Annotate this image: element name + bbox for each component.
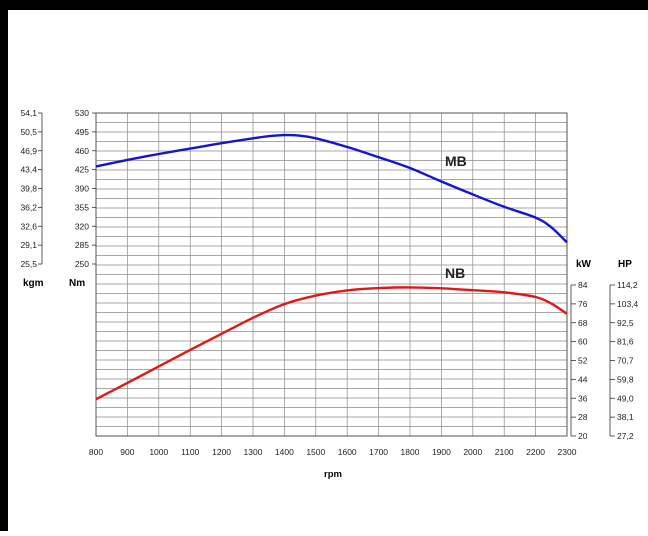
x-tick-label: 1800 (401, 447, 420, 457)
curves (96, 135, 567, 399)
kw-tick-label: 44 (578, 374, 588, 384)
x-tick-label: 1400 (275, 447, 294, 457)
hp-tick-label: 59,8 (617, 374, 634, 384)
nm-tick-label: 250 (75, 259, 89, 269)
kgm-tick-label: 54,1 (20, 108, 37, 118)
x-tick-label: 1900 (432, 447, 451, 457)
x-tick-label: 1300 (244, 447, 263, 457)
x-tick-label: 900 (120, 447, 134, 457)
kw-tick-label: 60 (578, 337, 588, 347)
kgm-tick-label: 46,9 (20, 146, 37, 156)
rpm-axis-label: rpm (324, 469, 342, 480)
hp-tick-label: 27,2 (617, 431, 634, 441)
kgm-tick-label: 43,4 (20, 165, 37, 175)
kgm-tick-label: 39,8 (20, 184, 37, 194)
kgm-unit-label: kgm (23, 278, 44, 289)
kgm-tick-label: 32,6 (20, 221, 37, 231)
hp-tick-label: 70,7 (617, 356, 634, 366)
nm-tick-label: 460 (75, 146, 89, 156)
x-tick-label: 1700 (369, 447, 388, 457)
nm-tick-label: 530 (75, 108, 89, 118)
nm-tick-label: 495 (75, 127, 89, 137)
nm-tick-label: 425 (75, 165, 89, 175)
hp-tick-label: 103,4 (617, 299, 639, 309)
x-tick-label: 1200 (212, 447, 231, 457)
kw-tick-label: 52 (578, 356, 588, 366)
grid (96, 113, 567, 436)
nb-curve-label: NB (445, 265, 465, 281)
kw-tick-label: 68 (578, 318, 588, 328)
kgm-tick-label: 50,5 (20, 127, 37, 137)
mb-curve-label: MB (445, 153, 467, 169)
x-tick-label: 1500 (306, 447, 325, 457)
kgm-tick-label: 29,1 (20, 240, 37, 250)
kw-tick-label: 76 (578, 299, 588, 309)
kw-unit-label: kW (576, 259, 592, 270)
x-tick-label: 2100 (495, 447, 514, 457)
hp-tick-label: 81,6 (617, 337, 634, 347)
series-line-nb (96, 287, 567, 399)
x-tick-label: 2000 (463, 447, 482, 457)
hp-tick-label: 114,2 (617, 280, 638, 290)
x-tick-label: 1000 (149, 447, 168, 457)
kgm-tick-label: 36,2 (20, 202, 37, 212)
x-tick-label: 800 (89, 447, 103, 457)
nm-tick-label: 355 (75, 202, 89, 212)
x-tick-label: 2200 (526, 447, 545, 457)
x-tick-label: 1600 (338, 447, 357, 457)
hp-unit-label: HP (618, 259, 632, 270)
kw-tick-label: 36 (578, 393, 588, 403)
kw-tick-label: 28 (578, 412, 588, 422)
hp-tick-label: 38,1 (617, 412, 634, 422)
nm-tick-label: 320 (75, 221, 89, 231)
kgm-tick-label: 25,5 (20, 259, 37, 269)
nm-tick-label: 390 (75, 184, 89, 194)
nm-unit-label: Nm (69, 278, 85, 289)
x-tick-label: 2300 (558, 447, 577, 457)
kw-tick-label: 84 (578, 280, 588, 290)
kw-tick-label: 20 (578, 431, 588, 441)
x-tick-label: 1100 (181, 447, 200, 457)
nm-tick-label: 285 (75, 240, 89, 250)
hp-tick-label: 92,5 (617, 318, 634, 328)
hp-tick-label: 49,0 (617, 393, 634, 403)
